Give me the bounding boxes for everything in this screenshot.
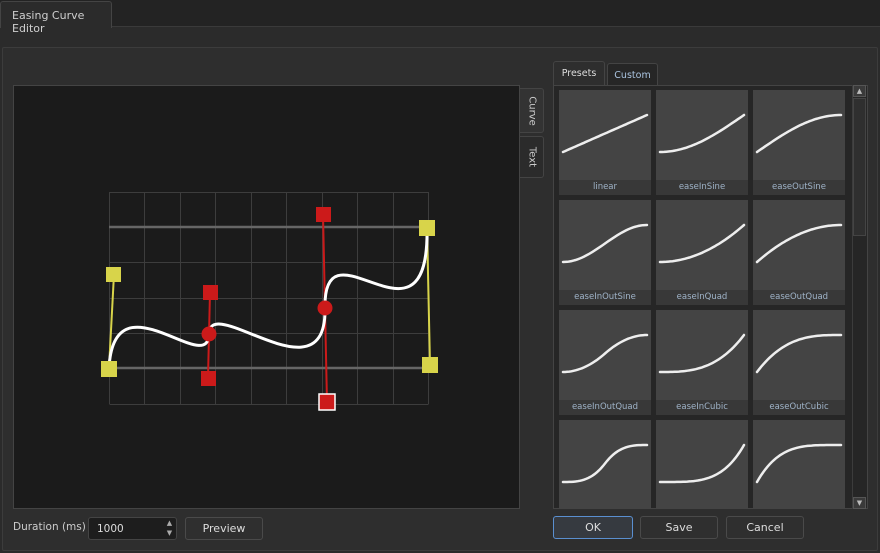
presets-grid: linear easeInSine easeOutSine easeInOutSine… <box>553 85 868 509</box>
scrollbar-thumb[interactable] <box>853 98 866 236</box>
preset-curve <box>755 113 843 154</box>
preset-thumbnail <box>656 310 748 400</box>
scroll-down-icon[interactable]: ▼ <box>853 497 866 509</box>
preset-curve <box>658 333 746 374</box>
preset-curve <box>755 443 843 484</box>
control-handle[interactable] <box>106 267 121 282</box>
preset-label: easeInSine <box>656 180 748 195</box>
preset-label: easeInOutSine <box>559 290 651 305</box>
preset-easeInCubic[interactable]: easeInCubic <box>656 310 748 415</box>
preset-curve <box>658 113 746 154</box>
scroll-up-icon[interactable]: ▲ <box>853 85 866 97</box>
preset-curve <box>755 333 843 374</box>
preset-label: easeOutSine <box>753 180 845 195</box>
preset-thumbnail <box>559 90 651 180</box>
end-point[interactable] <box>419 220 435 236</box>
preset-easeInSine[interactable]: easeInSine <box>656 90 748 195</box>
preset-thumbnail <box>656 200 748 290</box>
window-tab[interactable]: Easing Curve Editor <box>0 1 112 35</box>
preset-curve <box>561 443 649 484</box>
preset-curve <box>755 223 843 264</box>
preset-label: easeInQuad <box>656 290 748 305</box>
tab-curve[interactable]: Curve <box>520 88 544 133</box>
preset-easeInOutCubic[interactable]: easeInOutCubic <box>559 420 651 508</box>
preset-curve <box>658 223 746 264</box>
duration-label: Duration (ms) <box>13 521 86 533</box>
curve-point[interactable] <box>201 326 217 342</box>
control-handle[interactable] <box>316 207 331 222</box>
duration-spinner[interactable]: ▲ ▼ <box>163 518 176 539</box>
preset-thumbnail <box>753 200 845 290</box>
tab-text[interactable]: Text <box>520 136 544 178</box>
control-handle-selected[interactable] <box>318 393 336 411</box>
preset-easeOutSine[interactable]: easeOutSine <box>753 90 845 195</box>
preset-curve <box>561 333 649 374</box>
preview-button[interactable]: Preview <box>185 517 263 540</box>
preset-thumbnail <box>753 310 845 400</box>
preset-easeInOutQuad[interactable]: easeInOutQuad <box>559 310 651 415</box>
preset-thumbnail <box>559 200 651 290</box>
preset-thumbnail <box>559 420 651 508</box>
preset-easeInQuad[interactable]: easeInQuad <box>656 200 748 305</box>
curve-point[interactable] <box>317 300 333 316</box>
duration-input[interactable]: 1000 <box>88 517 177 540</box>
spin-down-icon[interactable]: ▼ <box>166 529 173 537</box>
preset-thumbnail <box>559 310 651 400</box>
preset-label: easeInOutQuad <box>559 400 651 415</box>
preset-easeOutQuad[interactable]: easeOutQuad <box>753 200 845 305</box>
preset-curve <box>561 113 649 154</box>
preset-label: linear <box>559 180 651 195</box>
range-lines <box>109 225 428 370</box>
easing-curve[interactable] <box>107 226 429 369</box>
preset-easeOutCubic[interactable]: easeOutCubic <box>753 310 845 415</box>
preset-label: easeOutCubic <box>753 400 845 415</box>
cancel-button[interactable]: Cancel <box>726 516 804 539</box>
preset-easeInOutSine[interactable]: easeInOutSine <box>559 200 651 305</box>
control-handle[interactable] <box>422 357 438 373</box>
preset-easeInQuart[interactable]: easeInQuart <box>656 420 748 508</box>
tab-bar <box>0 0 880 27</box>
preset-thumbnail <box>656 420 748 508</box>
preset-label: easeInCubic <box>656 400 748 415</box>
tab-curve-label: Curve <box>526 95 537 126</box>
grid <box>109 192 429 405</box>
tab-custom[interactable]: Custom <box>607 63 658 85</box>
preset-thumbnail <box>753 420 845 508</box>
preset-thumbnail <box>753 90 845 180</box>
preset-thumbnail <box>656 90 748 180</box>
start-point[interactable] <box>101 361 117 377</box>
preset-curve <box>561 223 649 264</box>
curve-canvas[interactable] <box>13 85 520 509</box>
tab-text-label: Text <box>526 146 537 168</box>
ok-button[interactable]: OK <box>553 516 633 539</box>
save-button[interactable]: Save <box>640 516 718 539</box>
preset-easeOutQuart[interactable]: easeOutQuart <box>753 420 845 508</box>
tab-presets[interactable]: Presets <box>553 61 605 85</box>
control-handle[interactable] <box>203 285 218 300</box>
spin-up-icon[interactable]: ▲ <box>166 519 173 527</box>
preset-linear[interactable]: linear <box>559 90 651 195</box>
preset-curve <box>658 443 746 484</box>
preset-label: easeOutQuad <box>753 290 845 305</box>
curve-editor-svg[interactable] <box>14 86 521 510</box>
control-handle[interactable] <box>201 371 216 386</box>
